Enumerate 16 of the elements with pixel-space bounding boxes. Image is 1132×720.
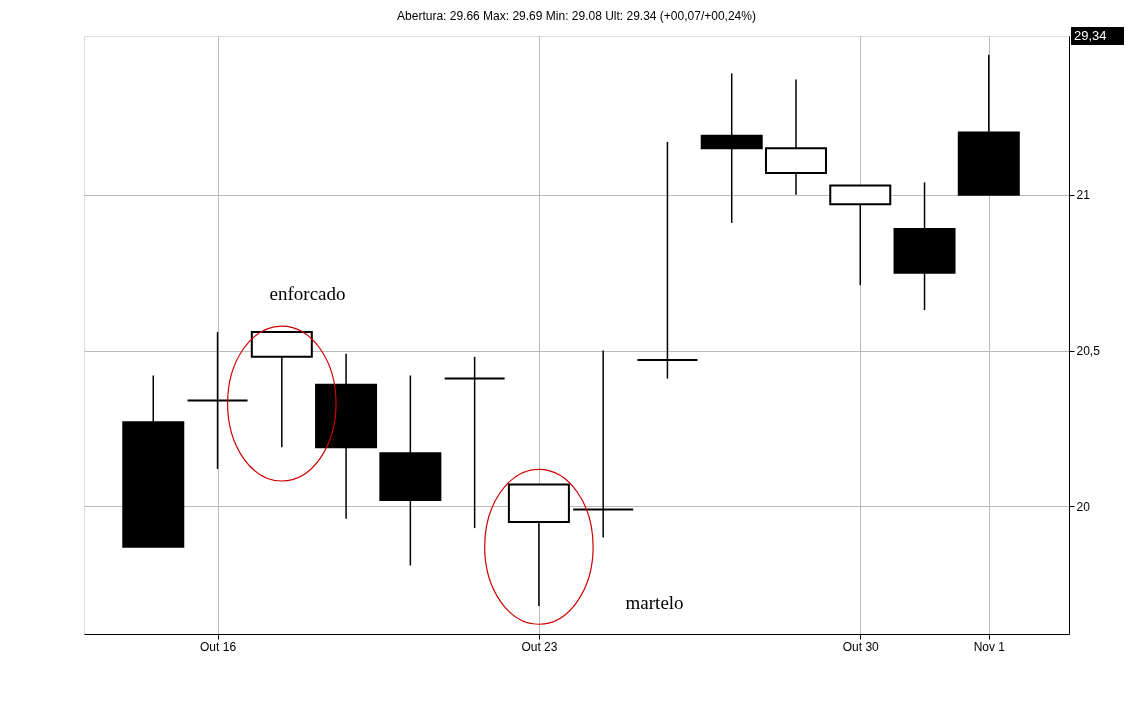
- annotation: enforcado: [269, 283, 346, 304]
- text: 29,34: [1074, 28, 1107, 43]
- annotation: martelo: [625, 592, 684, 613]
- x-tick-label: Out 30: [842, 639, 880, 654]
- candlestick: [572, 349, 635, 539]
- candlestick: [700, 72, 763, 224]
- candlestick: [636, 141, 699, 380]
- y-tick-label: 21: [1076, 188, 1091, 203]
- candlestick: [186, 331, 249, 470]
- chart-title: Abertura: 29.66 Max: 29.69 Min: 29.08 Ult: 29.34 (+00,07/+00,24%): [397, 9, 756, 23]
- y-tick-label: 20: [1076, 499, 1091, 514]
- candlestick: [443, 356, 506, 529]
- y-tick-label: 20,5: [1076, 344, 1101, 359]
- x-tick-label: Out 16: [200, 639, 237, 654]
- x-tick-label: Out 23: [521, 639, 558, 654]
- x-tick-label: Nov 1: [973, 639, 1006, 654]
